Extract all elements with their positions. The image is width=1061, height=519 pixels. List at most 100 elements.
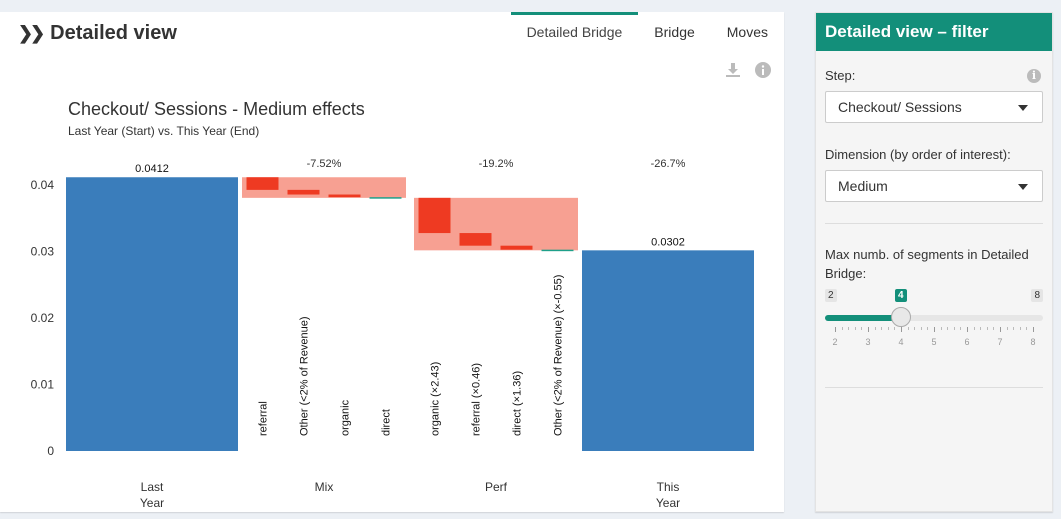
waterfall-chart: Checkout/ Sessions - Medium effects Last… [31, 99, 754, 510]
step-select-value: Checkout/ Sessions [838, 99, 962, 115]
step-info-icon[interactable]: i [1027, 69, 1041, 83]
slider-tick-label: 3 [865, 337, 871, 347]
slider-tick-label: 6 [964, 337, 970, 347]
slider-minor-tick [927, 327, 929, 330]
segment-label: Other (<2% of Revenue) (×-0.55) [553, 275, 565, 436]
slider-tick [934, 327, 935, 332]
slider-minor-tick [887, 327, 889, 330]
slider-minor-tick [940, 327, 942, 330]
panel-title: ❯❯ Detailed view [18, 22, 177, 45]
dimension-select[interactable]: Medium [825, 170, 1043, 202]
segment-label: referral [258, 401, 270, 436]
slider-minor-tick [1013, 327, 1015, 330]
slider-handle[interactable] [891, 307, 911, 327]
x-category-label: Mix [315, 480, 334, 494]
x-category-label: This [657, 480, 680, 494]
group-pct-label: -7.52% [307, 158, 342, 170]
chevron-down-icon [1018, 105, 1028, 111]
segment-label: organic [340, 399, 352, 436]
slider-tick-label: 5 [931, 337, 937, 347]
x-category-label: Year [656, 496, 680, 510]
segment-bar [459, 233, 492, 246]
slider-minor-tick [980, 327, 982, 330]
y-tick-label: 0 [47, 444, 54, 458]
slider-minor-tick [914, 327, 916, 330]
slider-value-label: 4 [895, 289, 907, 302]
segment-bar [328, 194, 361, 198]
y-tick-label: 0.03 [31, 245, 55, 259]
slider-tick [835, 327, 836, 332]
segment-bar [500, 245, 533, 250]
slider-tick [1033, 327, 1034, 332]
slider-minor-tick [861, 327, 863, 330]
slider-minor-tick [848, 327, 850, 330]
total-bar [66, 177, 238, 451]
slider-minor-tick [960, 327, 962, 330]
tab-detailed-bridge[interactable]: Detailed Bridge [510, 12, 639, 48]
slider-max-label: 8 [1031, 289, 1043, 302]
segment-label: direct (×1.36) [512, 371, 524, 436]
slider-minor-tick [973, 327, 975, 330]
slider-minor-tick [907, 327, 909, 330]
slider-tick-label: 7 [997, 337, 1003, 347]
slider-minor-tick [953, 327, 955, 330]
segment-label: direct [381, 409, 393, 436]
slider-minor-tick [854, 327, 856, 330]
chart-title: Checkout/ Sessions - Medium effects [68, 99, 365, 119]
slider-min-label: 2 [825, 289, 837, 302]
panel-title-text: Detailed view [50, 22, 177, 44]
total-bar [582, 250, 754, 451]
y-tick-label: 0.04 [31, 178, 55, 192]
tab-moves[interactable]: Moves [726, 24, 768, 40]
x-category-label: Year [140, 496, 164, 510]
divider [825, 223, 1043, 224]
y-tick-label: 0.02 [31, 311, 55, 325]
bar-value-label: 0.0412 [135, 163, 169, 175]
double-chevron-icon[interactable]: ❯❯ [18, 23, 45, 43]
slider-tick [1000, 327, 1001, 332]
slider-minor-tick [986, 327, 988, 330]
segments-slider[interactable]: 2 8 4 2 3 4 5 6 7 8 [825, 289, 1043, 359]
slider-tick-label: 8 [1030, 337, 1036, 347]
download-icon[interactable] [725, 62, 741, 78]
slider-track[interactable] [825, 315, 1043, 321]
slider-minor-tick [1026, 327, 1028, 330]
slider-minor-tick [1019, 327, 1021, 330]
segment-bar [287, 189, 320, 195]
slider-minor-tick [993, 327, 995, 330]
slider-minor-tick [874, 327, 876, 330]
slider-tick [868, 327, 869, 332]
overall-pct-label: -26.7% [651, 158, 686, 170]
segment-bar [418, 197, 451, 234]
step-select[interactable]: Checkout/ Sessions [825, 91, 1043, 123]
slider-minor-tick [894, 327, 896, 330]
slider-minor-tick [920, 327, 922, 330]
group-band [242, 177, 406, 198]
filter-panel-title: Detailed view – filter [816, 13, 1052, 51]
divider [825, 387, 1043, 388]
y-tick-label: 0.01 [31, 378, 55, 392]
tab-bar: Detailed Bridge Bridge Moves [510, 12, 784, 48]
x-category-label: Last [141, 480, 164, 494]
detailed-view-panel: ❯❯ Detailed view Detailed Bridge Bridge … [0, 12, 784, 512]
segment-bar [541, 249, 574, 252]
info-icon[interactable] [755, 62, 771, 78]
segments-label-line2: Bridge: [825, 266, 867, 281]
x-category-label: Perf [485, 480, 508, 494]
segment-bar [246, 177, 279, 190]
slider-tick [967, 327, 968, 332]
filter-panel: Detailed view – filter Step: i Checkout/… [815, 12, 1053, 512]
slider-tick [901, 327, 902, 332]
slider-tick-label: 2 [832, 337, 838, 347]
tab-bridge[interactable]: Bridge [654, 24, 695, 40]
dimension-select-value: Medium [838, 178, 888, 194]
dimension-label: Dimension (by order of interest): [825, 147, 1011, 162]
step-label: Step: [825, 68, 856, 83]
segment-bar [369, 197, 402, 199]
slider-minor-tick [1006, 327, 1008, 330]
chevron-down-icon [1018, 184, 1028, 190]
slider-tick-label: 4 [898, 337, 904, 347]
bar-value-label: 0.0302 [651, 236, 685, 248]
segment-label: organic (×2.43) [430, 362, 442, 436]
slider-minor-tick [947, 327, 949, 330]
